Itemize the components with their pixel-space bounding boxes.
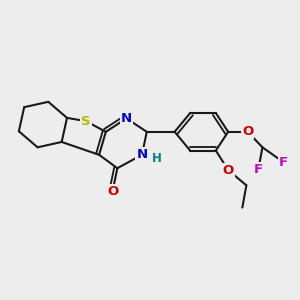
Text: O: O: [107, 185, 118, 198]
Text: O: O: [223, 164, 234, 177]
Text: N: N: [121, 112, 132, 125]
Text: N: N: [136, 148, 148, 161]
Text: O: O: [242, 125, 253, 138]
Text: F: F: [254, 163, 263, 176]
Text: H: H: [152, 152, 162, 164]
Text: S: S: [81, 115, 91, 128]
Text: F: F: [279, 155, 288, 169]
